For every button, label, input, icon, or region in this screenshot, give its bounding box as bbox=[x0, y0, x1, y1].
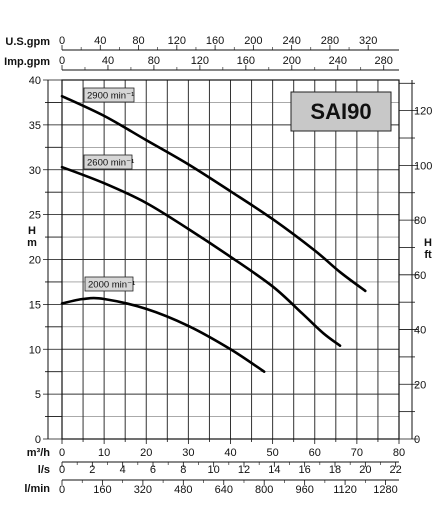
impgpm-axis-title: Imp.gpm bbox=[4, 56, 50, 68]
lmin-axis-tick-label: 640 bbox=[215, 484, 233, 496]
x-tick-label: 50 bbox=[267, 447, 279, 459]
x-tick-label: 0 bbox=[59, 447, 65, 459]
lmin-axis-tick-label: 800 bbox=[255, 484, 273, 496]
impgpm-axis-tick-label: 40 bbox=[102, 55, 114, 67]
curve-0 bbox=[60, 94, 367, 293]
x-tick-label: 60 bbox=[309, 447, 321, 459]
lmin-axis-tick-label: 1120 bbox=[333, 484, 357, 496]
usgpm-axis-title: U.S.gpm bbox=[5, 36, 50, 48]
curve-label-box bbox=[83, 154, 133, 170]
chart-title: SAI90 bbox=[310, 99, 371, 124]
y-tick-label: 30 bbox=[29, 165, 41, 177]
impgpm-axis-tick-label: 160 bbox=[237, 55, 255, 67]
usgpm-axis-tick-label: 280 bbox=[321, 35, 339, 47]
y2-tick-label: 100 bbox=[414, 160, 432, 172]
lmin-axis-tick-label: 1280 bbox=[373, 484, 397, 496]
ls-axis-tick-label: 12 bbox=[238, 464, 250, 476]
curve-label: 2000 min⁻¹ bbox=[88, 280, 135, 291]
ls-axis-tick-label: 0 bbox=[59, 464, 65, 476]
ls-axis-tick-label: 10 bbox=[208, 464, 220, 476]
usgpm-axis-tick-label: 200 bbox=[244, 35, 262, 47]
curve-1 bbox=[60, 165, 342, 347]
curve-label: 2900 min⁻¹ bbox=[87, 91, 134, 102]
x-tick-label: 40 bbox=[224, 447, 236, 459]
curve-label: 2600 min⁻¹ bbox=[87, 158, 134, 169]
model-box: SAI90 bbox=[290, 91, 392, 132]
y-axis-unit: m bbox=[27, 237, 37, 249]
ls-axis-tick-label: 4 bbox=[120, 464, 126, 476]
curve-label-box bbox=[83, 87, 135, 103]
y2-tick-label: 20 bbox=[414, 379, 426, 391]
x-tick-label: 80 bbox=[393, 447, 405, 459]
y2-tick-label: 80 bbox=[414, 215, 426, 227]
x-tick-label: 30 bbox=[182, 447, 194, 459]
usgpm-axis-tick-label: 320 bbox=[359, 35, 377, 47]
y-tick-label: 0 bbox=[35, 434, 41, 446]
curve-2 bbox=[60, 296, 266, 373]
impgpm-axis-tick-label: 280 bbox=[375, 55, 393, 67]
impgpm-axis-tick-label: 200 bbox=[283, 55, 301, 67]
x-tick-label: 10 bbox=[98, 447, 110, 459]
ls-axis-tick-label: 16 bbox=[299, 464, 311, 476]
usgpm-axis-tick-label: 80 bbox=[132, 35, 144, 47]
y-tick-label: 5 bbox=[35, 389, 41, 401]
ls-axis-tick-label: 14 bbox=[268, 464, 280, 476]
impgpm-axis-tick-label: 80 bbox=[148, 55, 160, 67]
y-tick-label: 40 bbox=[29, 75, 41, 87]
y-axis-title: H bbox=[28, 225, 36, 237]
usgpm-axis-tick-label: 40 bbox=[94, 35, 106, 47]
ls-axis-tick-label: 22 bbox=[390, 464, 402, 476]
lmin-axis-tick-label: 960 bbox=[295, 484, 313, 496]
y-tick-label: 25 bbox=[29, 210, 41, 222]
y2-axis-title: H bbox=[424, 237, 432, 249]
grid bbox=[61, 79, 400, 440]
curve-label-box bbox=[84, 276, 134, 292]
y2-tick-label: 40 bbox=[414, 325, 426, 337]
impgpm-axis-tick-label: 120 bbox=[191, 55, 209, 67]
impgpm-axis-tick-label: 0 bbox=[59, 55, 65, 67]
ls-axis-title: l/s bbox=[38, 464, 50, 476]
y2-tick-label: 120 bbox=[414, 106, 432, 118]
usgpm-axis-tick-label: 240 bbox=[282, 35, 300, 47]
performance-curves: 2900 min⁻¹ 2600 min⁻¹ 2000 min⁻¹ bbox=[60, 87, 367, 373]
lmin-axis-tick-label: 0 bbox=[59, 484, 65, 496]
y-tick-label: 20 bbox=[29, 255, 41, 267]
impgpm-axis-tick-label: 240 bbox=[329, 55, 347, 67]
x-axis-title: m³/h bbox=[27, 447, 51, 459]
y-tick-label: 10 bbox=[29, 344, 41, 356]
lmin-axis-title: l/min bbox=[24, 483, 50, 495]
usgpm-axis-tick-label: 120 bbox=[168, 35, 186, 47]
ls-axis-tick-label: 18 bbox=[329, 464, 341, 476]
ls-axis-tick-label: 20 bbox=[359, 464, 371, 476]
usgpm-axis-tick-label: 160 bbox=[206, 35, 224, 47]
x-tick-label: 20 bbox=[140, 447, 152, 459]
x-tick-label: 70 bbox=[351, 447, 363, 459]
lmin-axis-tick-label: 320 bbox=[134, 484, 152, 496]
y-tick-label: 35 bbox=[29, 120, 41, 132]
usgpm-axis-tick-label: 0 bbox=[59, 35, 65, 47]
y2-tick-label: 60 bbox=[414, 270, 426, 282]
y2-tick-label: 0 bbox=[414, 434, 420, 446]
lmin-axis-tick-label: 160 bbox=[93, 484, 111, 496]
y-tick-label: 15 bbox=[29, 299, 41, 311]
ls-axis-tick-label: 8 bbox=[180, 464, 186, 476]
ls-axis-tick-label: 6 bbox=[150, 464, 156, 476]
y2-axis-unit: ft bbox=[424, 249, 432, 261]
ls-axis-tick-label: 2 bbox=[89, 464, 95, 476]
lmin-axis-tick-label: 480 bbox=[174, 484, 192, 496]
